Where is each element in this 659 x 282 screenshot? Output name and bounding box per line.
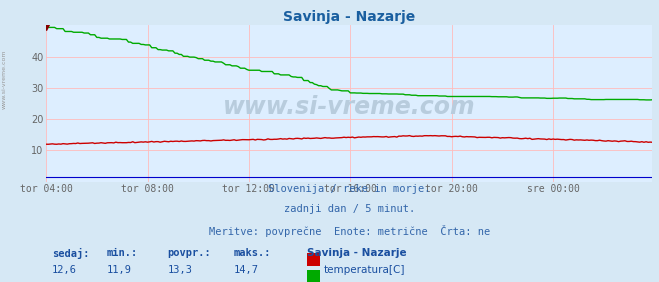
Text: 11,9: 11,9	[107, 265, 132, 275]
Text: zadnji dan / 5 minut.: zadnji dan / 5 minut.	[283, 204, 415, 214]
Text: maks.:: maks.:	[234, 248, 272, 258]
Text: 12,6: 12,6	[52, 265, 77, 275]
Text: Meritve: povprečne  Enote: metrične  Črta: ne: Meritve: povprečne Enote: metrične Črta:…	[209, 225, 490, 237]
Text: www.si-vreme.com: www.si-vreme.com	[1, 49, 7, 109]
Text: povpr.:: povpr.:	[167, 248, 211, 258]
Text: www.si-vreme.com: www.si-vreme.com	[223, 95, 476, 119]
Bar	[307, 270, 320, 282]
Text: 14,7: 14,7	[234, 265, 259, 275]
Bar	[307, 253, 320, 266]
Text: sedaj:: sedaj:	[52, 248, 90, 259]
Text: Savinja - Nazarje: Savinja - Nazarje	[307, 248, 407, 258]
Text: min.:: min.:	[107, 248, 138, 258]
Text: 13,3: 13,3	[167, 265, 192, 275]
Title: Savinja - Nazarje: Savinja - Nazarje	[283, 10, 415, 24]
Text: temperatura[C]: temperatura[C]	[324, 265, 405, 275]
Text: Slovenija / reke in morje.: Slovenija / reke in morje.	[268, 184, 430, 193]
